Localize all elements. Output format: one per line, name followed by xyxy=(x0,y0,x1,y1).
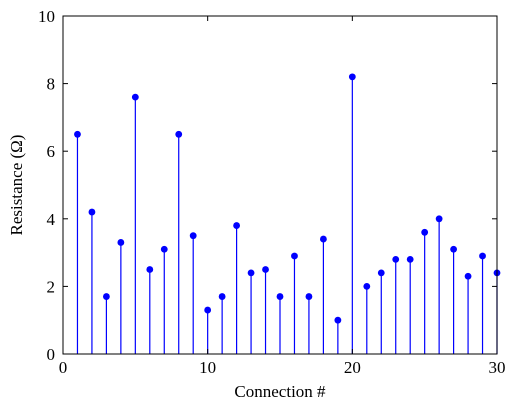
x-tick-label: 10 xyxy=(199,358,216,377)
stem-marker xyxy=(363,283,371,290)
stem-marker xyxy=(160,245,168,253)
stem-marker xyxy=(392,255,400,263)
stem-marker xyxy=(305,293,313,300)
stem-marker xyxy=(247,269,255,277)
stem-marker xyxy=(450,245,457,253)
x-tick-label: 20 xyxy=(344,358,361,377)
x-tick-label: 0 xyxy=(59,358,68,377)
y-tick-label: 2 xyxy=(47,277,56,296)
stem-marker xyxy=(189,232,197,240)
stem-marker xyxy=(406,255,414,263)
stem-marker xyxy=(175,130,183,138)
stem-marker xyxy=(74,130,81,138)
stem-marker xyxy=(334,316,342,324)
stems-layer xyxy=(74,73,501,354)
stem-marker xyxy=(276,293,284,300)
stem-marker xyxy=(479,252,486,260)
y-axis-label: Resistance (Ω) xyxy=(7,135,26,236)
y-tick-label: 0 xyxy=(47,345,56,364)
stem-marker xyxy=(88,208,96,216)
stem-marker xyxy=(421,228,429,236)
y-tick-label: 8 xyxy=(47,75,56,94)
stem-marker xyxy=(464,272,472,280)
stem-marker xyxy=(291,252,298,260)
stem-marker xyxy=(131,93,139,101)
stem-marker xyxy=(146,266,154,273)
stem-marker xyxy=(103,293,110,300)
stem-marker xyxy=(262,266,269,273)
stem-marker xyxy=(204,306,212,314)
x-tick-label: 30 xyxy=(489,358,506,377)
stem-marker xyxy=(218,293,226,300)
y-tick-label: 4 xyxy=(47,210,56,229)
stem-marker xyxy=(435,215,443,223)
stem-marker xyxy=(320,235,327,243)
stem-marker xyxy=(377,269,385,277)
stem-marker xyxy=(233,222,241,229)
ticks-layer: 0 10 20 30 0 2 4 6 8 10 xyxy=(38,7,506,377)
y-tick-label: 6 xyxy=(47,142,56,161)
y-tick-label: 10 xyxy=(38,7,55,26)
x-axis-label: Connection # xyxy=(234,382,326,401)
stem-marker xyxy=(348,73,356,81)
plot-frame xyxy=(62,15,498,355)
stem-marker xyxy=(117,239,125,246)
